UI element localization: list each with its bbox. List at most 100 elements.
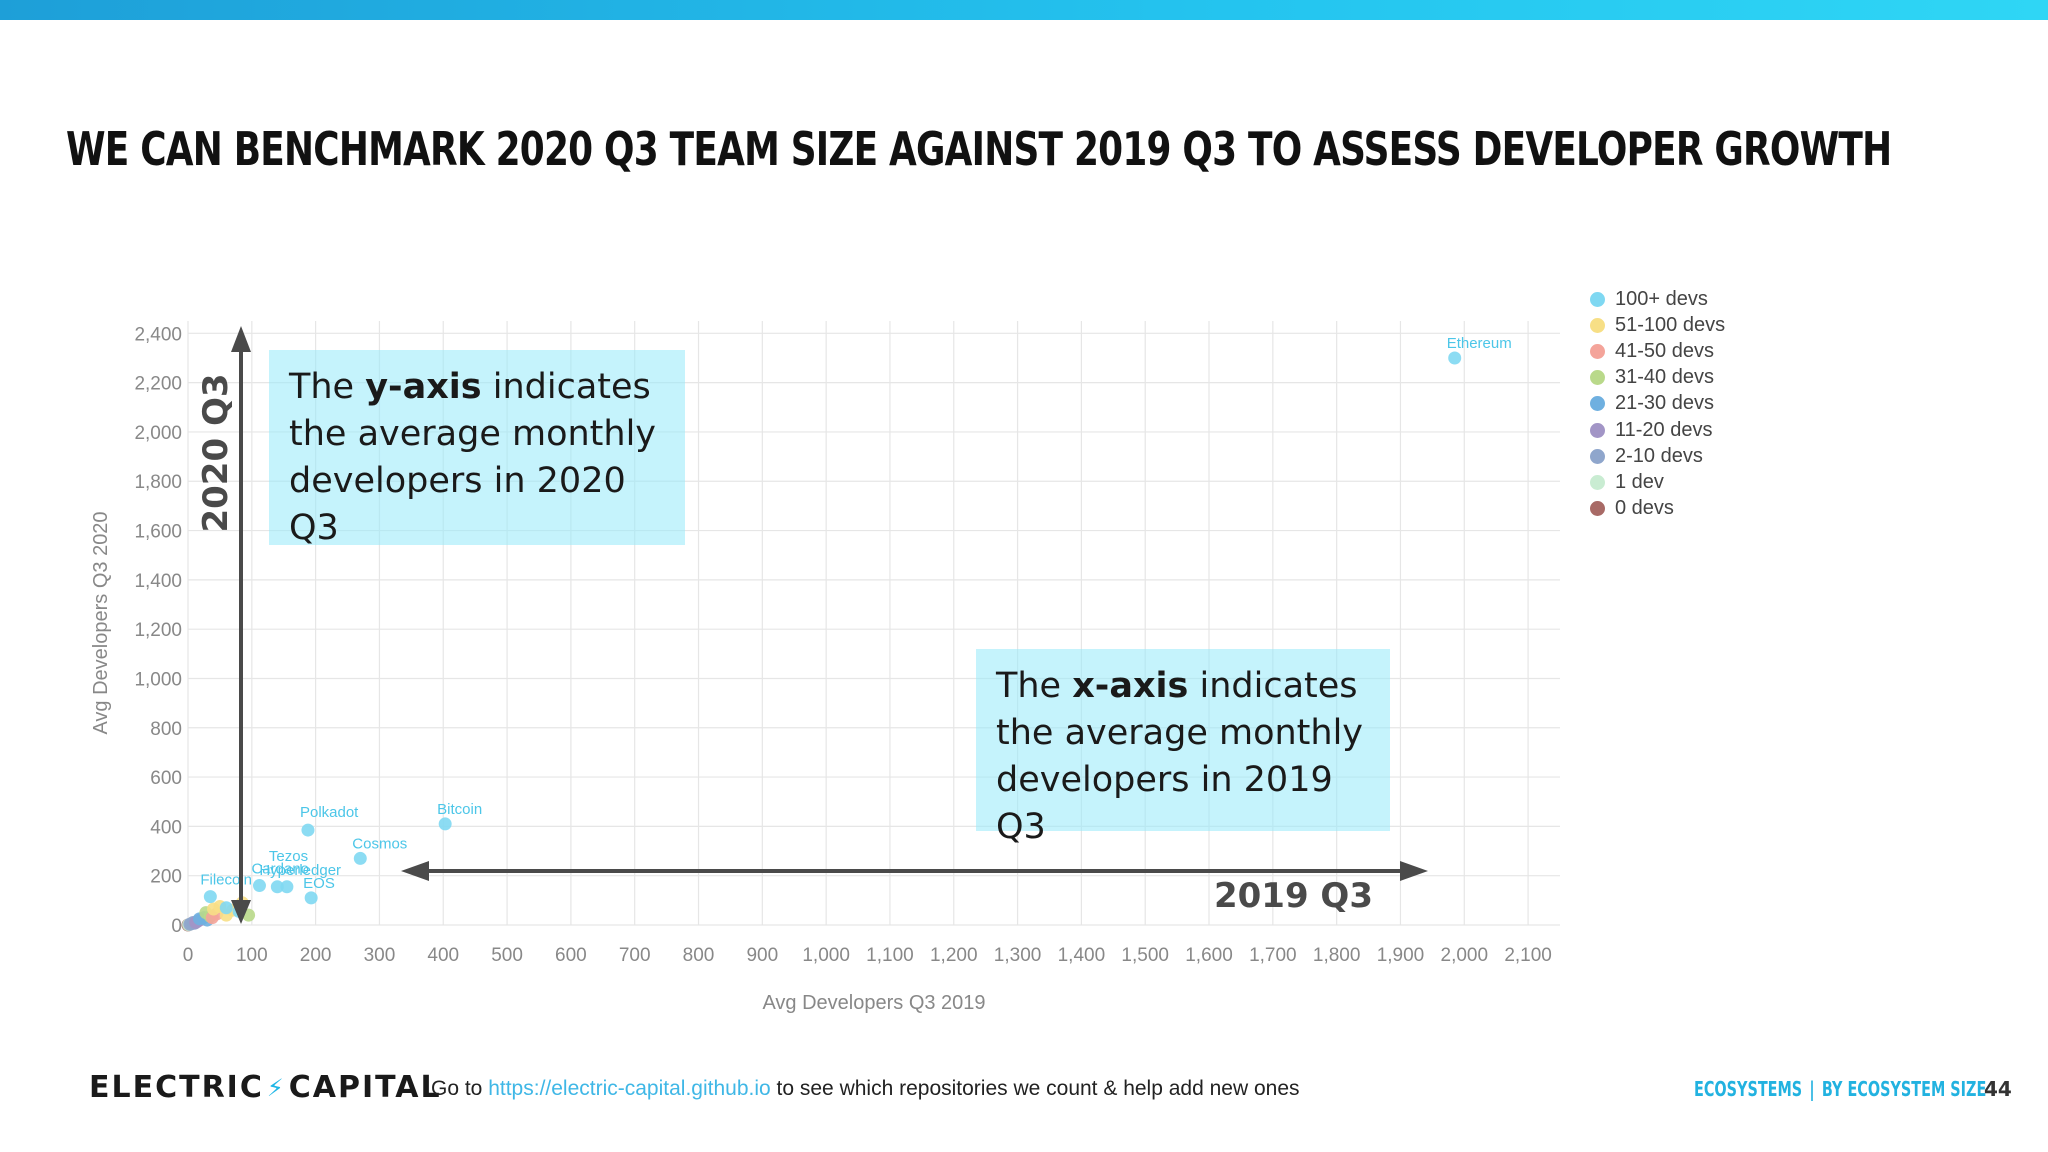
footer-link[interactable]: https://electric-capital.github.io — [488, 1077, 771, 1100]
lightning-bolt-icon: ⚡ — [266, 1073, 286, 1102]
point-label: Ethereum — [1447, 335, 1512, 352]
y-tick-label: 1,800 — [134, 472, 182, 493]
legend-swatch — [1590, 474, 1605, 490]
y-tick-label: 1,000 — [134, 669, 182, 690]
legend-swatch — [1590, 291, 1605, 307]
x-axis-title: Avg Developers Q3 2019 — [762, 992, 985, 1014]
data-point — [304, 891, 318, 905]
legend-swatch — [1590, 396, 1605, 412]
legend-item: 21-30 devs — [1590, 391, 1725, 417]
x-tick-label: 0 — [183, 945, 194, 966]
x-tick-label: 1,600 — [1185, 945, 1233, 966]
data-point — [353, 851, 367, 865]
x-tick-label: 900 — [746, 945, 778, 966]
point-label: Cardano — [251, 861, 309, 878]
x-tick-label: 1,700 — [1249, 945, 1297, 966]
legend-item: 2-10 devs — [1590, 443, 1725, 469]
x-tick-label: 800 — [683, 945, 715, 966]
footer-text-post: to see which repositories we count & hel… — [770, 1077, 1300, 1100]
data-point — [203, 890, 217, 904]
data-point — [252, 879, 266, 893]
y-axis-callout: The y-axis indicates the average monthly… — [269, 350, 685, 548]
x-tick-label: 600 — [555, 945, 587, 966]
point-label: Cosmos — [352, 835, 407, 852]
x-tick-label: 500 — [491, 945, 523, 966]
x-tick-label: 1,200 — [930, 945, 978, 966]
x-tick-label: 1,000 — [802, 945, 850, 966]
point-label: EOS — [303, 875, 335, 892]
x-tick-label: 400 — [427, 945, 459, 966]
legend-item: 11-20 devs — [1590, 417, 1725, 443]
legend-swatch — [1590, 343, 1605, 359]
legend-swatch — [1590, 448, 1605, 464]
x-tick-label: 1,900 — [1377, 945, 1425, 966]
page-number: 44 — [1984, 1077, 2012, 1101]
legend-item: 100+ devs — [1590, 286, 1725, 312]
point-label: Hyperledger — [259, 862, 341, 879]
legend-item: 1 dev — [1590, 469, 1725, 495]
y-tick-label: 2,200 — [134, 374, 182, 395]
y-tick-label: 1,400 — [134, 571, 182, 592]
y-tick-label: 2,400 — [134, 324, 182, 345]
footer-text-pre: Go to — [431, 1077, 489, 1100]
data-point — [207, 902, 221, 916]
legend-swatch — [1590, 370, 1605, 386]
point-label: Bitcoin — [437, 801, 482, 818]
legend-item: 31-40 devs — [1590, 365, 1725, 391]
x-arrow-head-right — [1400, 861, 1428, 881]
legend-label: 11-20 devs — [1615, 418, 1713, 441]
x-tick-label: 2,000 — [1441, 945, 1489, 966]
y-tick-label: 0 — [171, 916, 182, 937]
legend-label: 0 devs — [1615, 497, 1674, 520]
x-tick-label: 300 — [364, 945, 396, 966]
legend-swatch — [1590, 317, 1605, 333]
footer-note: Go to https://electric-capital.github.io… — [431, 1077, 1300, 1101]
y-tick-label: 400 — [150, 817, 182, 838]
x-tick-label: 1,500 — [1121, 945, 1169, 966]
callout-x-pre: The — [996, 666, 1073, 706]
x-tick-label: 700 — [619, 945, 651, 966]
x-tick-label: 1,100 — [866, 945, 914, 966]
data-point — [438, 817, 452, 831]
section-right: BY ECOSYSTEM SIZE — [1821, 1077, 1987, 1101]
chart-legend: 100+ devs 51-100 devs 41-50 devs 31-40 devs… — [1590, 286, 1725, 522]
x-arrow-label: 2019 Q3 — [1213, 876, 1373, 916]
x-tick-label: 1,400 — [1058, 945, 1106, 966]
x-tick-label: 200 — [300, 945, 332, 966]
data-point — [280, 880, 294, 894]
logo-text-left: ELECTRIC — [89, 1070, 264, 1105]
point-label: Filecoin — [200, 872, 252, 889]
legend-label: 2-10 devs — [1615, 444, 1703, 467]
y-arrow-label: 2020 Q3 — [196, 373, 236, 533]
x-tick-label: 2,100 — [1504, 945, 1552, 966]
data-point — [301, 823, 315, 837]
point-label: Polkadot — [300, 804, 359, 821]
section-breadcrumb: ECOSYSTEMS | BY ECOSYSTEM SIZE — [1694, 1077, 1986, 1101]
legend-item: 0 devs — [1590, 496, 1725, 522]
point-label: Tezos — [269, 848, 308, 865]
legend-item: 51-100 devs — [1590, 312, 1725, 338]
y-arrow-head-down — [231, 900, 251, 924]
legend-swatch — [1590, 501, 1605, 517]
y-arrow-head-up — [231, 326, 251, 352]
x-tick-label: 100 — [236, 945, 268, 966]
legend-label: 21-30 devs — [1615, 392, 1714, 415]
logo-text-right: CAPITAL — [288, 1070, 442, 1105]
legend-label: 100+ devs — [1615, 287, 1708, 310]
electric-capital-logo: ELECTRIC ⚡ CAPITAL — [89, 1070, 442, 1105]
data-point — [270, 880, 284, 894]
y-tick-label: 2,000 — [134, 423, 182, 444]
callout-y-bold: y-axis — [365, 367, 482, 407]
y-tick-label: 600 — [150, 768, 182, 789]
y-axis-title: Avg Developers Q3 2020 — [90, 511, 112, 734]
x-axis-callout: The x-axis indicates the average monthly… — [976, 649, 1390, 847]
data-point — [219, 901, 233, 915]
top-accent-bar — [0, 0, 2048, 20]
legend-swatch — [1590, 422, 1605, 438]
y-tick-label: 1,600 — [134, 522, 182, 543]
callout-x-post: indicates the average monthly developers… — [996, 666, 1364, 847]
section-separator: | — [1809, 1077, 1815, 1101]
y-tick-label: 800 — [150, 719, 182, 740]
legend-label: 1 dev — [1615, 470, 1664, 493]
